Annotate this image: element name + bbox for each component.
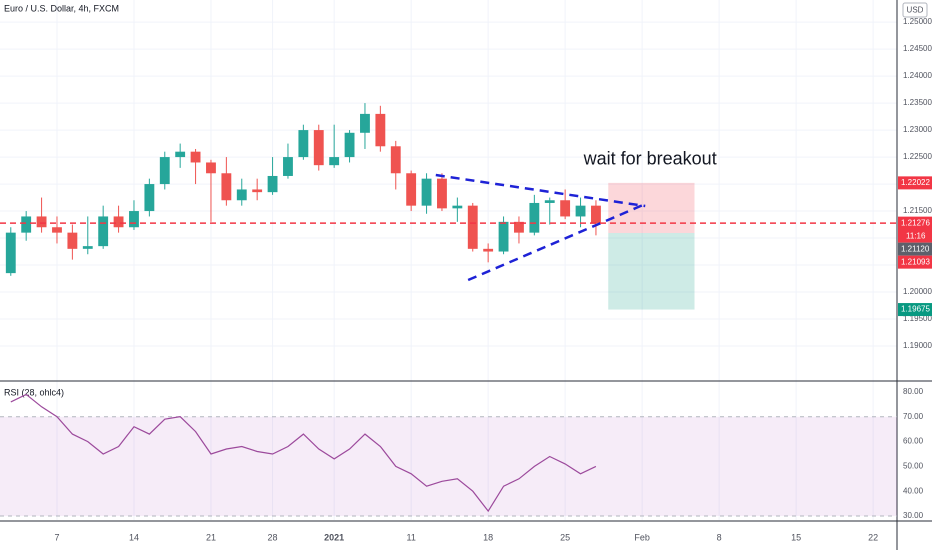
- candle-body: [283, 157, 293, 176]
- price-label: 1.21093: [901, 257, 930, 266]
- y-tick-label: 1.19000: [903, 341, 932, 350]
- x-tick-label: 15: [791, 532, 801, 542]
- candle-body: [221, 173, 232, 201]
- rsi-title: RSI (28, ohlc4): [4, 387, 64, 397]
- trendline: [435, 173, 646, 208]
- candle-body: [360, 113, 370, 133]
- candle-body: [236, 189, 247, 201]
- y-tick-label: 1.24500: [903, 44, 932, 53]
- y-tick-label: 1.24000: [903, 71, 932, 80]
- x-tick-label: 21: [206, 532, 216, 542]
- candle-body: [421, 178, 432, 206]
- candle-body: [514, 221, 524, 233]
- candle-body: [5, 232, 16, 274]
- y-tick-label: 1.21500: [903, 206, 932, 215]
- currency: USD: [907, 6, 924, 15]
- candle-body: [575, 205, 586, 217]
- candle-body: [452, 205, 463, 209]
- rsi-tick-label: 70.00: [903, 412, 924, 421]
- price-label: 1.21120: [901, 244, 930, 253]
- x-tick-label: 28: [268, 532, 278, 542]
- price-label: 1.21276: [901, 218, 930, 227]
- candle-body: [129, 211, 139, 228]
- candle-body: [144, 184, 155, 212]
- candle-body: [375, 113, 386, 147]
- y-tick-label: 1.20000: [903, 287, 932, 296]
- price-label-box: [898, 216, 932, 243]
- candle-body: [52, 227, 62, 233]
- candle-body: [591, 205, 601, 224]
- candle-body: [21, 216, 32, 233]
- x-tick-label: 14: [129, 532, 139, 542]
- candle-body: [313, 130, 324, 166]
- candle-body: [390, 146, 401, 174]
- price-label: 1.19675: [901, 305, 930, 314]
- x-tick-label: 25: [560, 532, 570, 542]
- candle-body: [159, 157, 170, 185]
- candle-body: [344, 132, 355, 158]
- x-tick-label: 8: [717, 532, 722, 542]
- candle-body: [36, 216, 47, 228]
- y-tick-label: 1.19500: [903, 314, 932, 323]
- countdown: 11:16: [906, 231, 926, 240]
- price-label-box: [898, 303, 932, 317]
- rsi-line: [10, 393, 597, 513]
- chart-title: Euro / U.S. Dollar, 4h, FXCM: [4, 3, 119, 13]
- x-tick-label: 11: [406, 532, 415, 542]
- price-label: 1.22022: [901, 178, 930, 187]
- candle-body: [329, 157, 340, 166]
- candle-body: [437, 178, 447, 209]
- candle-body: [406, 173, 417, 206]
- target-zone: [608, 233, 695, 310]
- price-label-box: [898, 176, 932, 190]
- candle-body: [483, 248, 494, 252]
- candle-body: [67, 232, 78, 249]
- x-tick-label: 7: [54, 532, 59, 542]
- x-tick-label: 22: [868, 532, 878, 542]
- candle-body: [206, 162, 216, 174]
- price-label-box: [898, 255, 932, 269]
- rsi-tick-label: 30.00: [903, 511, 924, 520]
- rsi-tick-label: 60.00: [903, 437, 924, 446]
- candle-body: [529, 202, 540, 233]
- candle-body: [190, 151, 201, 163]
- rsi-band: [0, 416, 897, 517]
- candle-body: [467, 205, 478, 249]
- candle-body: [298, 130, 309, 158]
- grid: [0, 0, 897, 520]
- y-tick-label: 1.23500: [903, 98, 932, 107]
- rsi-tick-label: 40.00: [903, 486, 924, 495]
- annotation: wait for breakout: [583, 149, 717, 169]
- y-tick-label: 1.22500: [903, 152, 932, 161]
- rsi-tick-label: 80.00: [903, 387, 924, 396]
- y-tick-label: 1.25000: [903, 17, 932, 26]
- x-tick-label: Feb: [634, 532, 650, 542]
- candle-body: [267, 175, 278, 193]
- x-tick-label: 2021: [324, 532, 344, 542]
- stop-zone: [608, 182, 695, 234]
- price-label-box: [898, 242, 932, 256]
- candle-body: [498, 221, 509, 252]
- candle-body: [113, 216, 124, 228]
- candle-body: [560, 200, 571, 217]
- x-tick-label: 18: [483, 532, 493, 542]
- candle-body: [252, 189, 263, 193]
- y-tick-label: 1.23000: [903, 125, 932, 134]
- candle-body: [98, 216, 109, 247]
- currency-box[interactable]: [902, 2, 928, 18]
- candle-body: [175, 151, 186, 158]
- price-pane: [5, 103, 695, 310]
- rsi-tick-label: 50.00: [903, 461, 924, 470]
- candle-body: [544, 200, 555, 203]
- candle-body: [82, 246, 93, 249]
- trendline: [467, 202, 646, 282]
